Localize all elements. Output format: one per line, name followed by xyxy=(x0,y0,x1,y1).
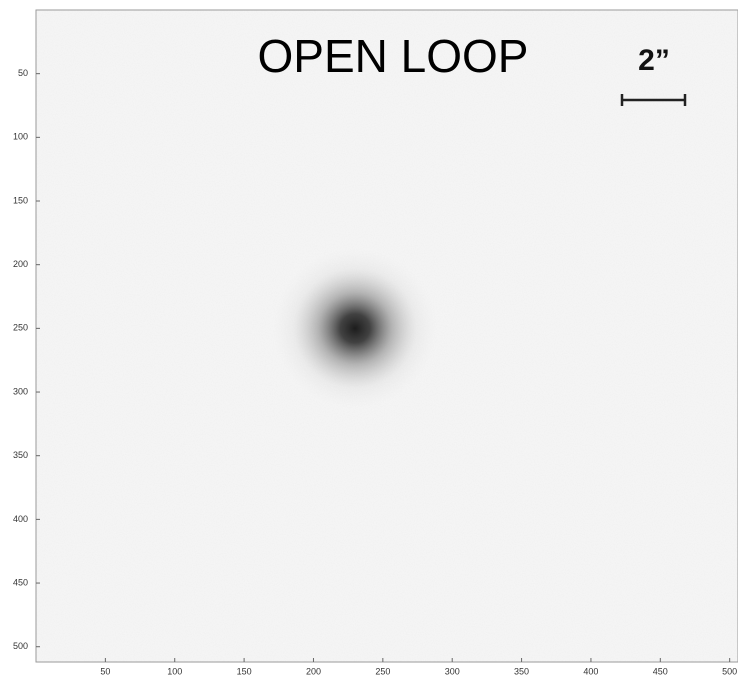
point-source xyxy=(273,248,437,408)
x-tick-label: 250 xyxy=(375,666,390,676)
y-tick-label: 250 xyxy=(13,323,28,333)
x-tick-label: 350 xyxy=(514,666,529,676)
x-tick-label: 150 xyxy=(237,666,252,676)
y-tick-label: 150 xyxy=(13,195,28,205)
y-tick-label: 300 xyxy=(13,386,28,396)
x-tick-label: 500 xyxy=(722,666,737,676)
x-tick-label: 50 xyxy=(100,666,110,676)
chart: OPEN LOOP 2” 50 100 150 200 250 300 350 400 450 5… xyxy=(0,0,738,677)
x-tick-label: 400 xyxy=(583,666,598,676)
x-tick-label: 100 xyxy=(167,666,182,676)
x-tick-label: 300 xyxy=(445,666,460,676)
y-tick-label: 400 xyxy=(13,514,28,524)
y-tick-label: 100 xyxy=(13,132,28,142)
y-tick-label: 350 xyxy=(13,450,28,460)
x-tick-label: 450 xyxy=(653,666,668,676)
y-tick-label: 450 xyxy=(13,577,28,587)
chart-title: OPEN LOOP xyxy=(258,30,529,82)
x-tick-label: 200 xyxy=(306,666,321,676)
y-tick-label: 500 xyxy=(13,641,28,651)
y-tick-label: 50 xyxy=(18,68,28,78)
scale-label: 2” xyxy=(638,44,670,77)
y-tick-label: 200 xyxy=(13,259,28,269)
